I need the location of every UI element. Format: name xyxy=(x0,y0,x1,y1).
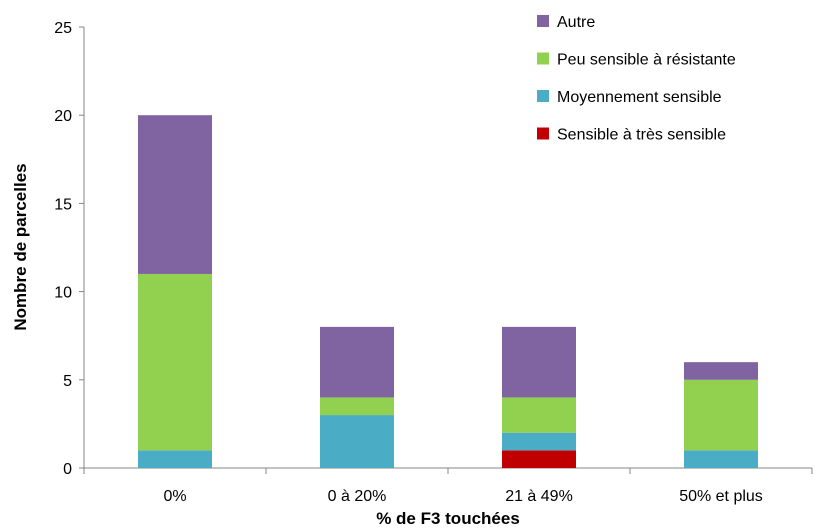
x-axis: 0% 0 à 20% 21 à 49% 50% et plus xyxy=(83,467,813,505)
legend-swatch xyxy=(537,52,549,65)
bar-segment xyxy=(320,397,394,416)
bar-segment xyxy=(502,397,576,433)
legend: Autre Peu sensible à résistante Moyennemen… xyxy=(537,14,736,144)
bar-segment xyxy=(502,450,576,468)
y-tick-label: 25 xyxy=(54,20,72,37)
x-tick-label: 21 à 49% xyxy=(505,488,573,505)
x-tick-label: 50% et plus xyxy=(679,488,763,505)
bar-segment xyxy=(684,362,758,380)
y-tick-label: 15 xyxy=(54,196,72,213)
legend-swatch xyxy=(537,127,549,140)
y-tick-label: 10 xyxy=(54,285,72,302)
bars xyxy=(138,115,758,468)
legend-label: Moyennement sensible xyxy=(557,89,722,106)
y-tick-label: 20 xyxy=(54,108,72,125)
bar-segment xyxy=(138,115,212,274)
legend-label: Peu sensible à résistante xyxy=(557,52,736,69)
bar-segment xyxy=(502,432,576,451)
bar-segment xyxy=(502,326,576,398)
legend-label: Sensible à très sensible xyxy=(557,127,726,144)
bar-segment xyxy=(684,379,758,451)
bar-segment xyxy=(138,450,212,468)
x-tick-label: 0 à 20% xyxy=(328,488,387,505)
bar-segment xyxy=(684,450,758,468)
y-tick-label: 0 xyxy=(63,461,72,478)
y-tick-label: 5 xyxy=(63,373,72,390)
x-axis-title: % de F3 touchées xyxy=(376,509,520,528)
legend-swatch xyxy=(537,90,549,102)
bar-segment xyxy=(320,326,394,398)
legend-swatch xyxy=(537,15,549,27)
bar-segment xyxy=(320,415,394,468)
y-axis: 0 5 10 15 20 25 xyxy=(54,20,85,478)
y-axis-title: Nombre de parcelles xyxy=(11,163,30,330)
bar-segment xyxy=(138,273,212,451)
x-tick-label: 0% xyxy=(163,488,186,505)
legend-label: Autre xyxy=(557,14,595,31)
